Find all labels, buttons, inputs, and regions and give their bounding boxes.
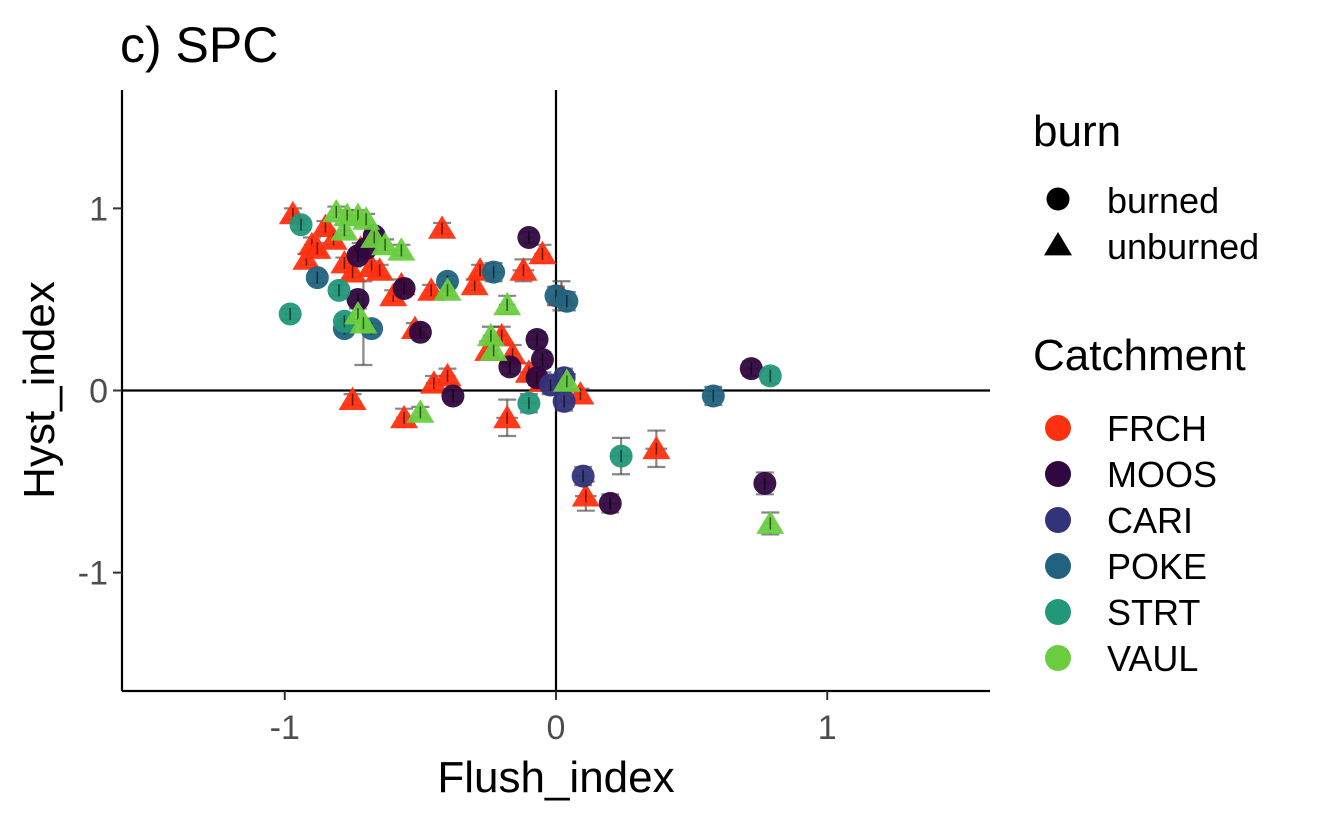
legend-label: MOOS <box>1107 454 1217 495</box>
legend-item-vaul: VAUL <box>1045 638 1198 679</box>
data-points <box>278 199 785 534</box>
legend-item-cari: CARI <box>1045 500 1193 541</box>
legend-key-color <box>1045 645 1071 671</box>
legend-key-color <box>1045 507 1071 533</box>
legend-title-burn: burn <box>1033 107 1121 156</box>
legend-title-catchment: Catchment <box>1033 331 1246 380</box>
legend-item-moos: MOOS <box>1045 454 1217 495</box>
x-axis-title: Flush_index <box>437 753 674 802</box>
legend-shape-entries: burned unburned <box>1043 180 1259 267</box>
legend-item-burned: burned <box>1046 180 1219 221</box>
legend-label: FRCH <box>1107 408 1207 449</box>
legend-item-unburned: unburned <box>1043 226 1259 267</box>
chart-title: c) SPC <box>120 17 278 73</box>
legend-item-strt: STRT <box>1045 592 1200 633</box>
legend-key-color <box>1045 599 1071 625</box>
y-axis-title: Hyst_index <box>15 281 64 499</box>
y-tick-label: 0 <box>89 373 108 411</box>
legend-label: POKE <box>1107 546 1207 587</box>
x-tick-label: 0 <box>547 709 566 747</box>
legend: burn burned unburned Catchment FRCH MOOS CA… <box>1033 107 1259 679</box>
legend-key-color <box>1045 553 1071 579</box>
legend-item-poke: POKE <box>1045 546 1207 587</box>
legend-label: VAUL <box>1107 638 1198 679</box>
y-axis-ticks: -1 0 1 <box>78 190 122 593</box>
plot-area <box>122 90 990 691</box>
y-tick-label: 1 <box>89 190 108 228</box>
axes: -1 0 1 -1 0 1 <box>78 90 990 747</box>
legend-label: burned <box>1107 180 1219 221</box>
legend-key-color <box>1045 415 1071 441</box>
legend-key-color <box>1045 461 1071 487</box>
legend-key-circle <box>1046 187 1070 211</box>
x-axis-ticks: -1 0 1 <box>270 691 837 747</box>
legend-key-triangle <box>1043 232 1073 256</box>
legend-item-frch: FRCH <box>1045 408 1207 449</box>
x-tick-label: 1 <box>818 709 837 747</box>
x-tick-label: -1 <box>270 709 300 747</box>
legend-color-entries: FRCH MOOS CARI POKE STRT VAUL <box>1045 408 1217 679</box>
legend-label: STRT <box>1107 592 1200 633</box>
legend-label: CARI <box>1107 500 1193 541</box>
y-tick-label: -1 <box>78 555 108 593</box>
legend-label: unburned <box>1107 226 1259 267</box>
